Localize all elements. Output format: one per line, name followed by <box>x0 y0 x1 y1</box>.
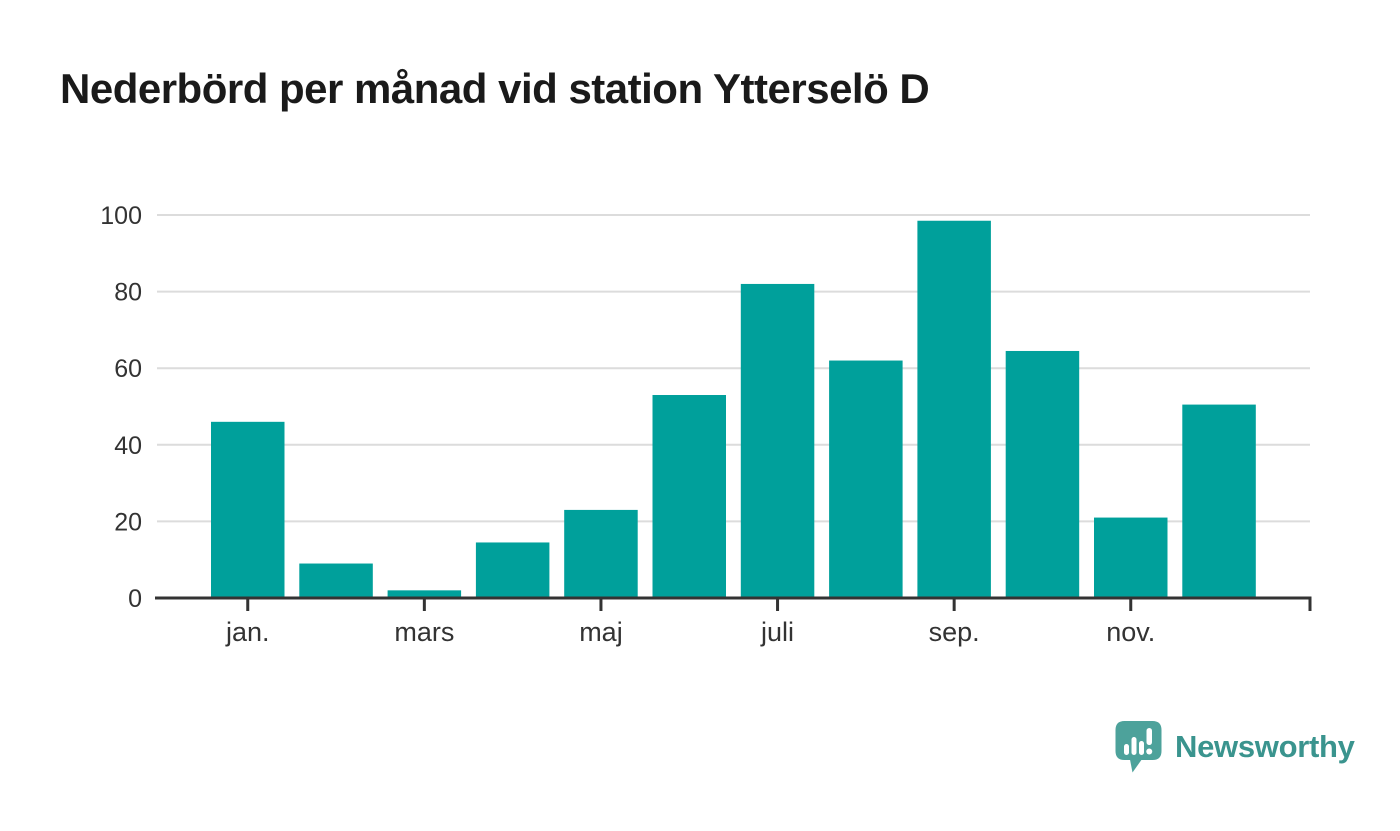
y-axis-tick-label: 80 <box>114 279 142 307</box>
bar-okt. <box>1005 350 1080 598</box>
y-axis-tick-label: 0 <box>128 585 142 613</box>
x-axis-tick-label: jan. <box>225 617 270 647</box>
x-axis-tick-label: maj <box>579 617 623 647</box>
y-axis-tick-label: 40 <box>114 432 142 460</box>
x-axis-tick-label: nov. <box>1106 617 1155 647</box>
bar-sep. <box>917 220 991 598</box>
x-axis-tick-label: mars <box>394 617 454 647</box>
bar-juli <box>740 283 815 598</box>
bar-mars <box>387 590 462 598</box>
bar-aug. <box>829 360 903 598</box>
y-axis-tick-label: 20 <box>114 508 142 536</box>
x-axis-line <box>155 596 1312 611</box>
logo-exclamation-dot <box>1146 748 1153 755</box>
logo-exclamation-bar <box>1146 728 1152 745</box>
bar-maj <box>564 509 638 598</box>
bar-nov. <box>1094 517 1168 598</box>
logo-bar-3 <box>1139 741 1144 755</box>
logo-bar-2 <box>1131 737 1137 755</box>
x-axis-tick-label: sep. <box>929 617 980 647</box>
newsworthy-logo: Newsworthy <box>1114 720 1355 773</box>
speech-bubble-shape <box>1115 721 1162 760</box>
y-axis-tick-label: 100 <box>100 202 142 230</box>
bar-feb. <box>299 563 373 598</box>
x-axis-tick-label: juli <box>760 617 794 647</box>
newsworthy-logo-text: Newsworthy <box>1175 728 1355 764</box>
bar-jan. <box>211 421 285 598</box>
logo-bar-1 <box>1124 744 1129 755</box>
chart-title: Nederbörd per månad vid station Yttersel… <box>60 65 930 112</box>
newsworthy-logo-icon <box>1115 721 1162 773</box>
bar-dec. <box>1182 404 1256 598</box>
speech-bubble-tail <box>1129 757 1144 773</box>
bar-apr. <box>475 542 550 598</box>
bar-juni <box>652 395 726 598</box>
y-axis-tick-label: 60 <box>114 355 142 383</box>
